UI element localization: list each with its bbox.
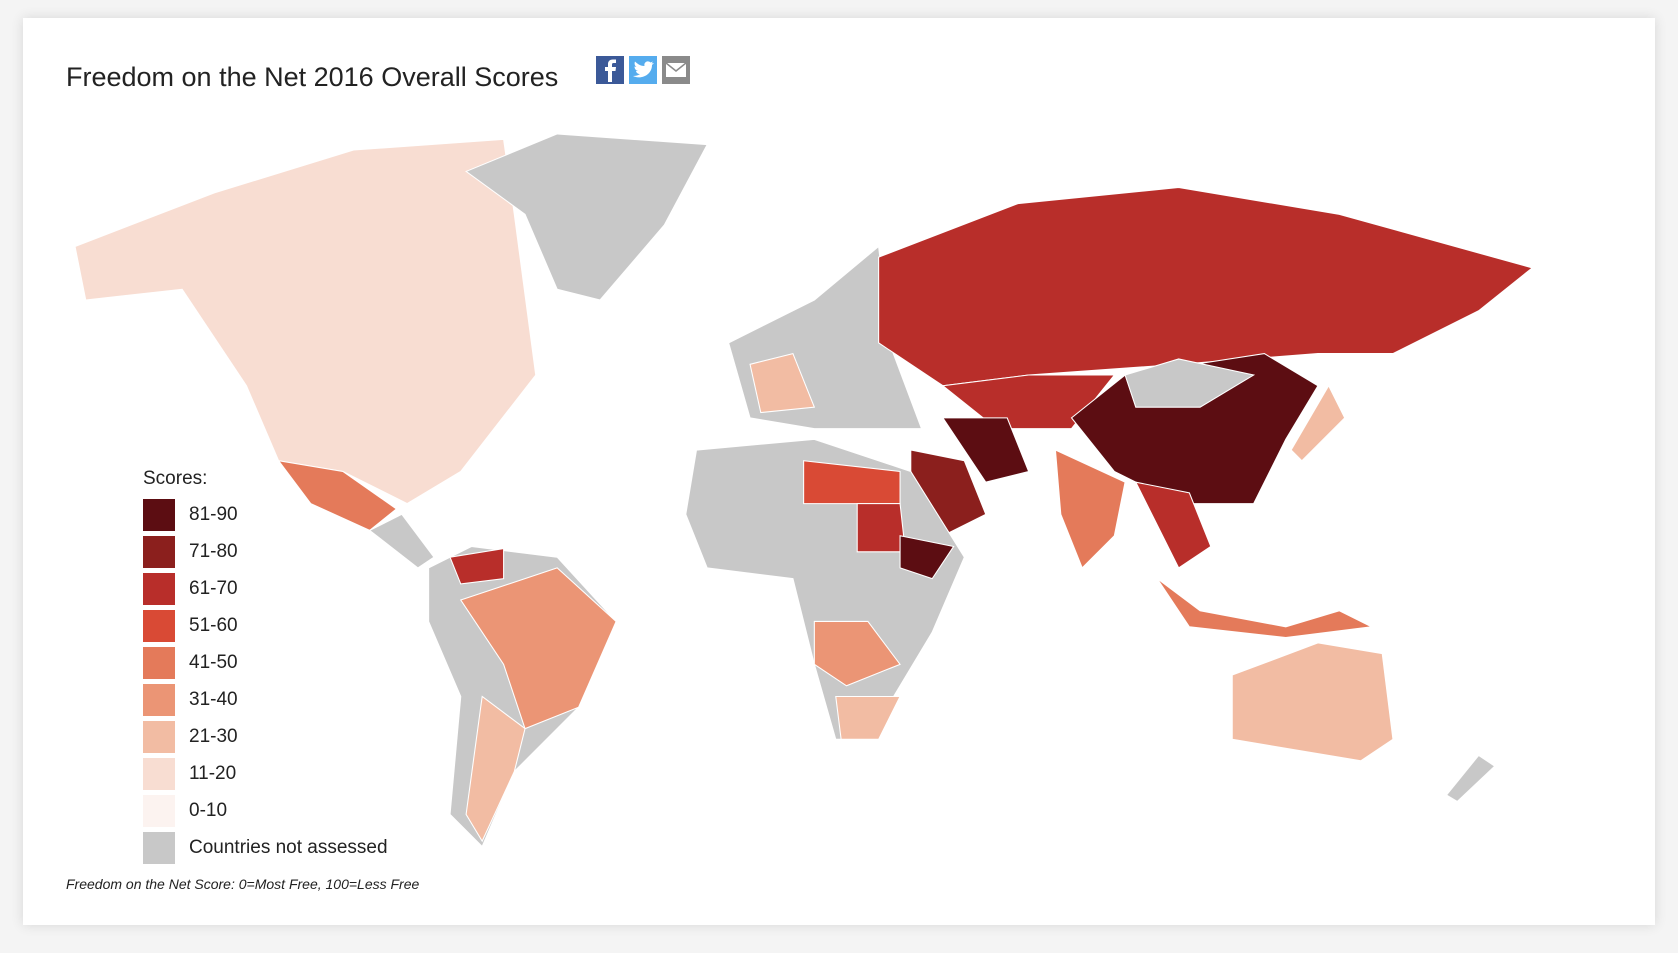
legend-swatch bbox=[143, 609, 175, 642]
legend-swatch bbox=[143, 572, 175, 605]
north-america bbox=[74, 138, 537, 505]
russia bbox=[878, 186, 1534, 387]
legend-label: 11-20 bbox=[189, 762, 237, 784]
legend-item: 11-20 bbox=[143, 755, 388, 792]
mexico bbox=[277, 459, 398, 532]
twitter-icon bbox=[633, 61, 654, 78]
legend-label: 71-80 bbox=[189, 540, 238, 562]
greenland bbox=[465, 133, 709, 301]
legend-swatch bbox=[143, 498, 175, 531]
mongolia bbox=[1124, 358, 1256, 408]
legend-swatch bbox=[143, 646, 175, 679]
western-europe bbox=[749, 352, 816, 414]
southern-africa bbox=[813, 620, 901, 687]
venezuela bbox=[449, 547, 505, 585]
brazil bbox=[459, 567, 617, 730]
legend-item: 21-30 bbox=[143, 718, 388, 755]
legend-label: 41-50 bbox=[189, 651, 238, 673]
australia bbox=[1231, 642, 1394, 762]
legend-label: 21-30 bbox=[189, 725, 238, 747]
japan bbox=[1290, 384, 1346, 462]
legend-swatch bbox=[143, 535, 175, 568]
legend-label: 81-90 bbox=[189, 503, 238, 525]
legend-swatch bbox=[143, 757, 175, 790]
legend: Scores: 81-90 71-80 61-70 51-60 41-50 31-40 21… bbox=[143, 468, 388, 866]
ethiopia bbox=[899, 535, 955, 580]
legend-items: 81-90 71-80 61-70 51-60 41-50 31-40 21-30 11-20… bbox=[143, 496, 388, 866]
legend-item: Countries not assessed bbox=[143, 829, 388, 866]
legend-label: 61-70 bbox=[189, 577, 238, 599]
india bbox=[1054, 449, 1126, 569]
legend-title: Scores: bbox=[143, 468, 208, 489]
email-icon-flap bbox=[665, 62, 687, 72]
argentina bbox=[465, 695, 526, 843]
facebook-icon bbox=[605, 59, 616, 82]
chart-title: Freedom on the Net 2016 Overall Scores bbox=[66, 62, 559, 92]
legend-item: 51-60 bbox=[143, 607, 388, 644]
legend-item: 41-50 bbox=[143, 644, 388, 681]
legend-item: 71-80 bbox=[143, 533, 388, 570]
legend-label: Countries not assessed bbox=[189, 836, 388, 858]
iran bbox=[941, 417, 1030, 483]
legend-label: 51-60 bbox=[189, 614, 238, 636]
new-zealand bbox=[1445, 754, 1496, 803]
legend-item: 0-10 bbox=[143, 792, 388, 829]
sudan bbox=[856, 503, 907, 553]
indonesia bbox=[1156, 578, 1374, 639]
legend-item: 81-90 bbox=[143, 496, 388, 533]
footnote: Freedom on the Net Score: 0=Most Free, 1… bbox=[66, 876, 420, 892]
share-buttons[interactable] bbox=[596, 54, 696, 86]
card: Freedom on the Net 2016 Overall Scores S… bbox=[23, 18, 1655, 925]
legend-swatch bbox=[143, 720, 175, 753]
legend-label: 0-10 bbox=[189, 799, 228, 821]
southeast-asia bbox=[1134, 481, 1212, 569]
legend-swatch bbox=[143, 683, 175, 716]
legend-swatch bbox=[143, 831, 175, 864]
legend-swatch bbox=[143, 794, 175, 827]
legend-item: 61-70 bbox=[143, 570, 388, 607]
legend-item: 31-40 bbox=[143, 681, 388, 718]
world-map bbox=[74, 133, 1534, 848]
south-africa bbox=[835, 695, 901, 740]
legend-label: 31-40 bbox=[189, 688, 238, 710]
central-america bbox=[368, 513, 435, 569]
